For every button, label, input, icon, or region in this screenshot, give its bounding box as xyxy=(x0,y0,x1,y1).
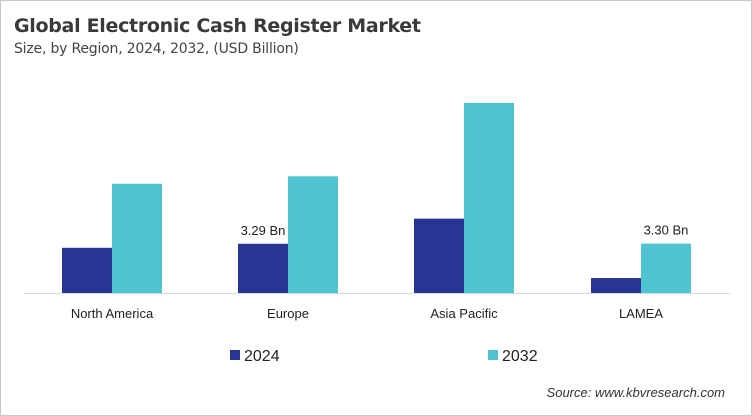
bar-2032-north-america xyxy=(112,183,162,293)
category-label: LAMEA xyxy=(619,306,663,321)
legend-swatch-2032 xyxy=(488,350,498,360)
category-label: North America xyxy=(71,306,154,321)
legend-label: 2032 xyxy=(502,348,538,365)
bar-2032-europe xyxy=(288,176,338,293)
bar-2024-north-america xyxy=(62,247,112,293)
source-note: Source: www.kbvresearch.com xyxy=(546,385,725,400)
category-label: Europe xyxy=(267,306,309,321)
bar-2024-europe xyxy=(238,243,288,293)
category-label: Asia Pacific xyxy=(430,306,498,321)
bar-2024-asia-pacific xyxy=(414,218,464,293)
bar-2024-lamea xyxy=(591,278,641,293)
legend-swatch-2024 xyxy=(230,350,240,360)
chart-title: Global Electronic Cash Register Market xyxy=(14,15,421,37)
bar-2032-asia-pacific xyxy=(464,102,514,293)
chart-subtitle: Size, by Region, 2024, 2032, (USD Billio… xyxy=(14,41,299,57)
legend-label: 2024 xyxy=(244,348,280,365)
bar-2032-lamea xyxy=(641,243,691,293)
data-label: 3.30 Bn xyxy=(644,223,689,238)
data-label: 3.29 Bn xyxy=(241,223,286,238)
